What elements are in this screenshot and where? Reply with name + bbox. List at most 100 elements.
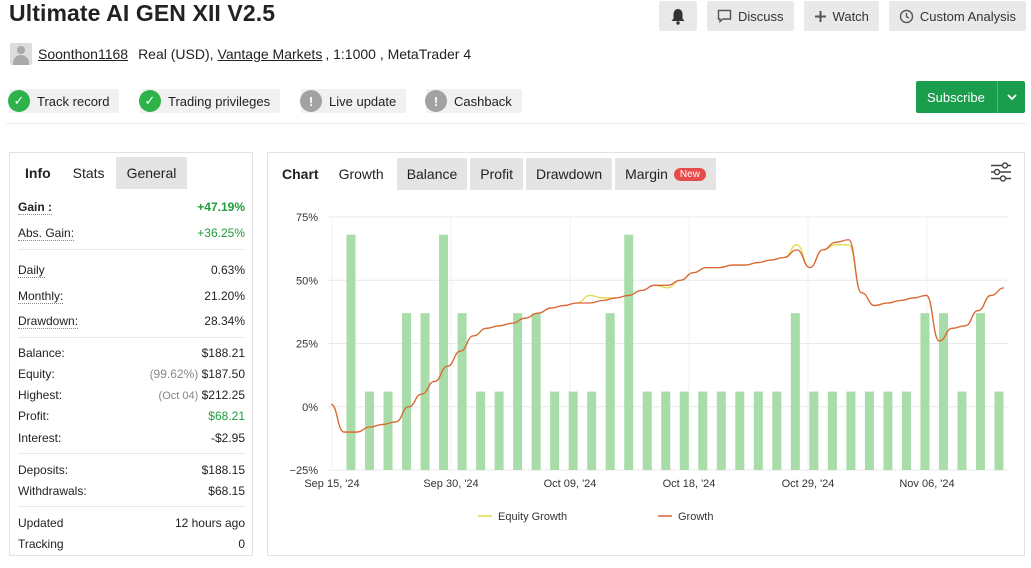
stat-label: Highest: [18,388,63,402]
stat-value: 0.63% [210,263,245,277]
stat-label: Balance: [18,346,65,360]
stat-label: Deposits: [18,463,69,477]
badge-track-record[interactable]: ✓ Track record [8,89,120,113]
chart-bar [772,391,782,470]
chart-bar [827,391,837,470]
stat-value: $188.15 [201,463,245,477]
chart-bar [716,391,726,470]
badge-live-update[interactable]: ! Live update [300,89,407,113]
chart-bar [346,234,356,470]
custom-analysis-button[interactable]: Custom Analysis [888,1,1026,31]
y-tick-label: 25% [296,339,318,351]
chart-bar [383,391,393,470]
stat-daily: Daily 0.63% [18,260,245,280]
badge-cashback[interactable]: ! Cashback [425,89,522,113]
chart-bar [975,313,985,470]
stat-deposits: Deposits: $188.15 [18,460,245,480]
stat-drawdown: Drawdown: 28.34% [18,311,245,331]
chart-bar [587,391,597,470]
chart-bar [864,391,874,470]
chart-bar [476,391,486,470]
custom-analysis-label: Custom Analysis [919,8,1016,24]
stat-value: +36.25% [197,226,245,240]
tab-info-heading: Info [14,157,62,189]
stat-highest: Highest: (Oct 04) $212.25 [18,385,245,405]
comment-icon [717,9,732,23]
chart-panel: Chart Growth Balance Profit Drawdown Mar… [267,152,1025,556]
stats-tabs: Info Stats General [10,153,252,189]
discuss-button[interactable]: Discuss [707,1,794,31]
page-title: Ultimate AI GEN XII V2.5 [9,0,276,26]
chart-bar [735,391,745,470]
tab-drawdown[interactable]: Drawdown [525,158,613,190]
badge-trading-privileges[interactable]: ✓ Trading privileges [139,89,281,113]
chart-tabs: Chart Growth Balance Profit Drawdown Mar… [272,158,719,190]
legend-label[interactable]: Growth [678,511,713,523]
exclamation-icon: ! [425,90,447,112]
stat-label: Updated [18,516,64,530]
username-link[interactable]: Soonthon1168 [38,46,129,62]
y-tick-label: 0% [302,402,318,414]
chart-bar [790,313,800,470]
stat-equity: Equity: (99.62%) $187.50 [18,364,245,384]
tab-growth[interactable]: Growth [328,158,394,190]
check-icon: ✓ [8,90,30,112]
plus-icon [814,10,826,22]
watch-button[interactable]: Watch [803,1,879,31]
tab-general[interactable]: General [115,157,188,189]
subscribe-button[interactable]: Subscribe [916,81,1025,113]
chart-bar [531,313,541,470]
subscribe-label: Subscribe [927,89,985,105]
stat-label[interactable]: Drawdown: [18,313,79,329]
stat-value: $212.25 [201,388,245,402]
y-tick-label: −25% [290,465,319,477]
tab-stats[interactable]: Stats [61,157,116,189]
divider [18,506,245,507]
divider [18,337,245,338]
stat-interest: Interest: -$2.95 [18,428,245,448]
growth-chart[interactable]: 75% 50% 25% 0% −25%Sep 15, '24 Sep 30, '24 Oct… [268,198,1026,568]
growth-line [330,239,1005,433]
chart-bar [994,391,1004,470]
tab-margin[interactable]: Margin New [615,158,716,190]
chart-bar [439,234,449,470]
chart-bar [809,391,819,470]
notifications-button[interactable] [659,1,698,31]
stat-label[interactable]: Abs. Gain: [18,225,75,241]
stat-label[interactable]: Gain : [18,199,53,215]
chart-bar [457,313,467,470]
stat-withdrawals: Withdrawals: $68.15 [18,481,245,501]
stat-abs-gain: Abs. Gain: +36.25% [18,223,245,243]
new-badge: New [673,167,706,181]
legend-label[interactable]: Equity Growth [498,511,567,523]
stat-value: +47.19% [197,200,245,214]
stat-label[interactable]: Monthly: [18,288,64,304]
exclamation-icon: ! [300,90,322,112]
discuss-label: Discuss [738,8,784,24]
chart-bar [901,391,911,470]
x-tick-label: Nov 06, '24 [899,478,954,490]
chart-bar [642,391,652,470]
chart-settings-icon[interactable] [990,161,1012,183]
badge-label: Cashback [454,93,512,109]
chart-bar [957,391,967,470]
chart-bar [938,313,948,470]
badge-label: Live update [329,93,397,109]
divider [18,453,245,454]
leverage-platform: , 1:1000 , MetaTrader 4 [325,46,472,62]
tab-balance[interactable]: Balance [396,158,468,190]
stat-tracking: Tracking 0 [18,534,245,554]
subscribe-dropdown[interactable] [997,81,1025,113]
stat-updated: Updated 12 hours ago [18,513,245,533]
chart-bar [883,391,893,470]
tab-profit[interactable]: Profit [470,158,523,190]
avatar [10,43,32,65]
chart-bar [494,391,504,470]
check-icon: ✓ [139,90,161,112]
chart-bar [624,234,634,470]
chart-bar [679,391,689,470]
stat-label[interactable]: Daily [18,262,45,278]
x-tick-label: Sep 30, '24 [423,478,478,490]
stat-value: 12 hours ago [174,516,245,530]
broker-link[interactable]: Vantage Markets [217,46,323,62]
